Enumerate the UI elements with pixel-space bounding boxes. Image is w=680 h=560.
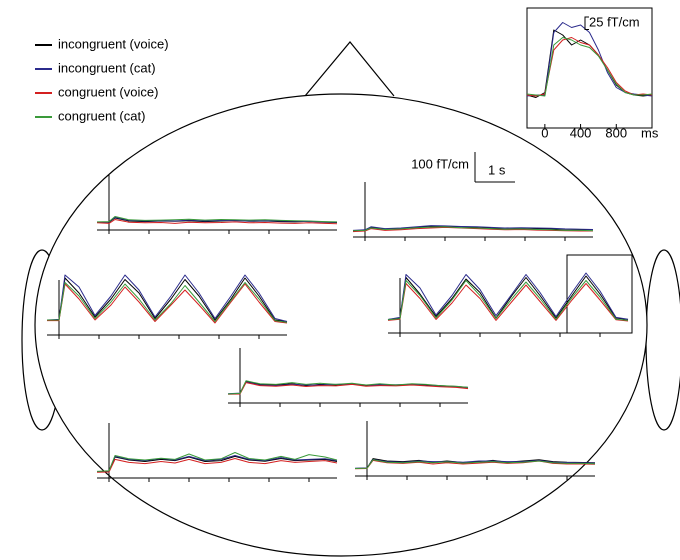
x-tick-label: 0 bbox=[541, 125, 548, 140]
figure: incongruent (voice) incongruent (cat) cong… bbox=[0, 0, 680, 560]
legend-label: incongruent (cat) bbox=[58, 60, 156, 75]
head bbox=[35, 94, 647, 556]
x-tick-label: 400 bbox=[570, 125, 592, 140]
x-axis-label: ms bbox=[641, 125, 659, 140]
right-ear bbox=[646, 250, 680, 430]
legend-label: congruent (cat) bbox=[58, 108, 145, 123]
nose bbox=[305, 42, 394, 96]
x-tick-label: 800 bbox=[605, 125, 627, 140]
scale-bar-label: 1 s bbox=[488, 162, 506, 177]
legend-label: congruent (voice) bbox=[58, 84, 158, 99]
scale-bar-label: 25 fT/cm bbox=[589, 14, 640, 29]
scale-bar-label: 100 fT/cm bbox=[411, 156, 469, 171]
legend-label: incongruent (voice) bbox=[58, 36, 169, 51]
